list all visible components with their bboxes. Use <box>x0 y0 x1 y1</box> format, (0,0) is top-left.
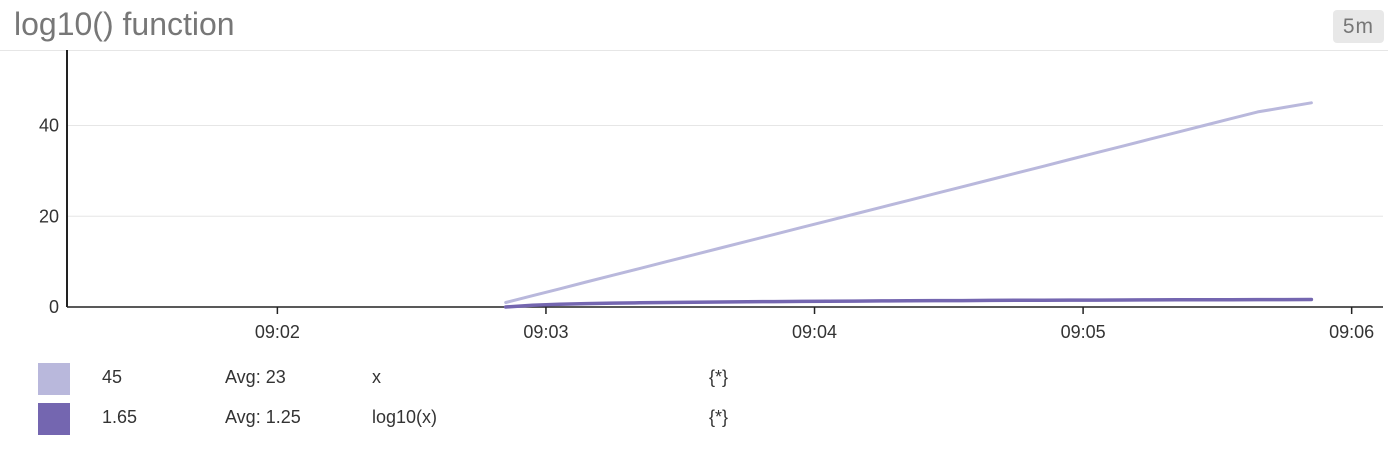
y-tick-label: 40 <box>39 116 59 136</box>
legend-last-value: 1.65 <box>102 407 138 427</box>
y-tick-label: 0 <box>49 297 59 317</box>
panel-header: log10() function 5m <box>0 0 1388 51</box>
legend-last-value: 45 <box>102 367 123 387</box>
x-tick-label: 09:04 <box>792 322 837 342</box>
time-range-badge[interactable]: 5m <box>1332 10 1384 43</box>
legend: 45 Avg: 23 x {*} 1.65 Avg: 1.25 log10(x)… <box>38 360 798 440</box>
legend-scope: {*} <box>709 407 729 427</box>
legend-swatch <box>38 403 70 435</box>
legend-series-name: x <box>372 367 381 387</box>
axes <box>66 50 1383 314</box>
gridlines <box>67 125 1383 217</box>
legend-scope: {*} <box>709 367 729 387</box>
panel-title: log10() function <box>14 6 235 42</box>
y-tick-label: 20 <box>39 206 59 226</box>
legend-series-name: log10(x) <box>372 407 438 427</box>
x-tick-label: 09:06 <box>1329 322 1374 342</box>
legend-swatch <box>38 363 70 395</box>
line-chart: 0 20 40 09:02 09:03 09:04 09:05 09:06 <box>39 50 1383 342</box>
x-tick-label: 09:03 <box>523 322 568 342</box>
tick-labels: 0 20 40 09:02 09:03 09:04 09:05 09:06 <box>39 116 1374 342</box>
legend-average: Avg: 23 <box>225 367 286 387</box>
legend-average: Avg: 1.25 <box>225 407 301 427</box>
legend-row-x[interactable]: 45 Avg: 23 x {*} <box>38 360 798 400</box>
x-tick-label: 09:02 <box>255 322 300 342</box>
legend-row-log10x[interactable]: 1.65 Avg: 1.25 log10(x) {*} <box>38 400 798 440</box>
series-line-log10x <box>503 297 1314 309</box>
series-line-x <box>504 101 1313 304</box>
x-tick-label: 09:05 <box>1061 322 1106 342</box>
series-lines <box>503 101 1314 309</box>
